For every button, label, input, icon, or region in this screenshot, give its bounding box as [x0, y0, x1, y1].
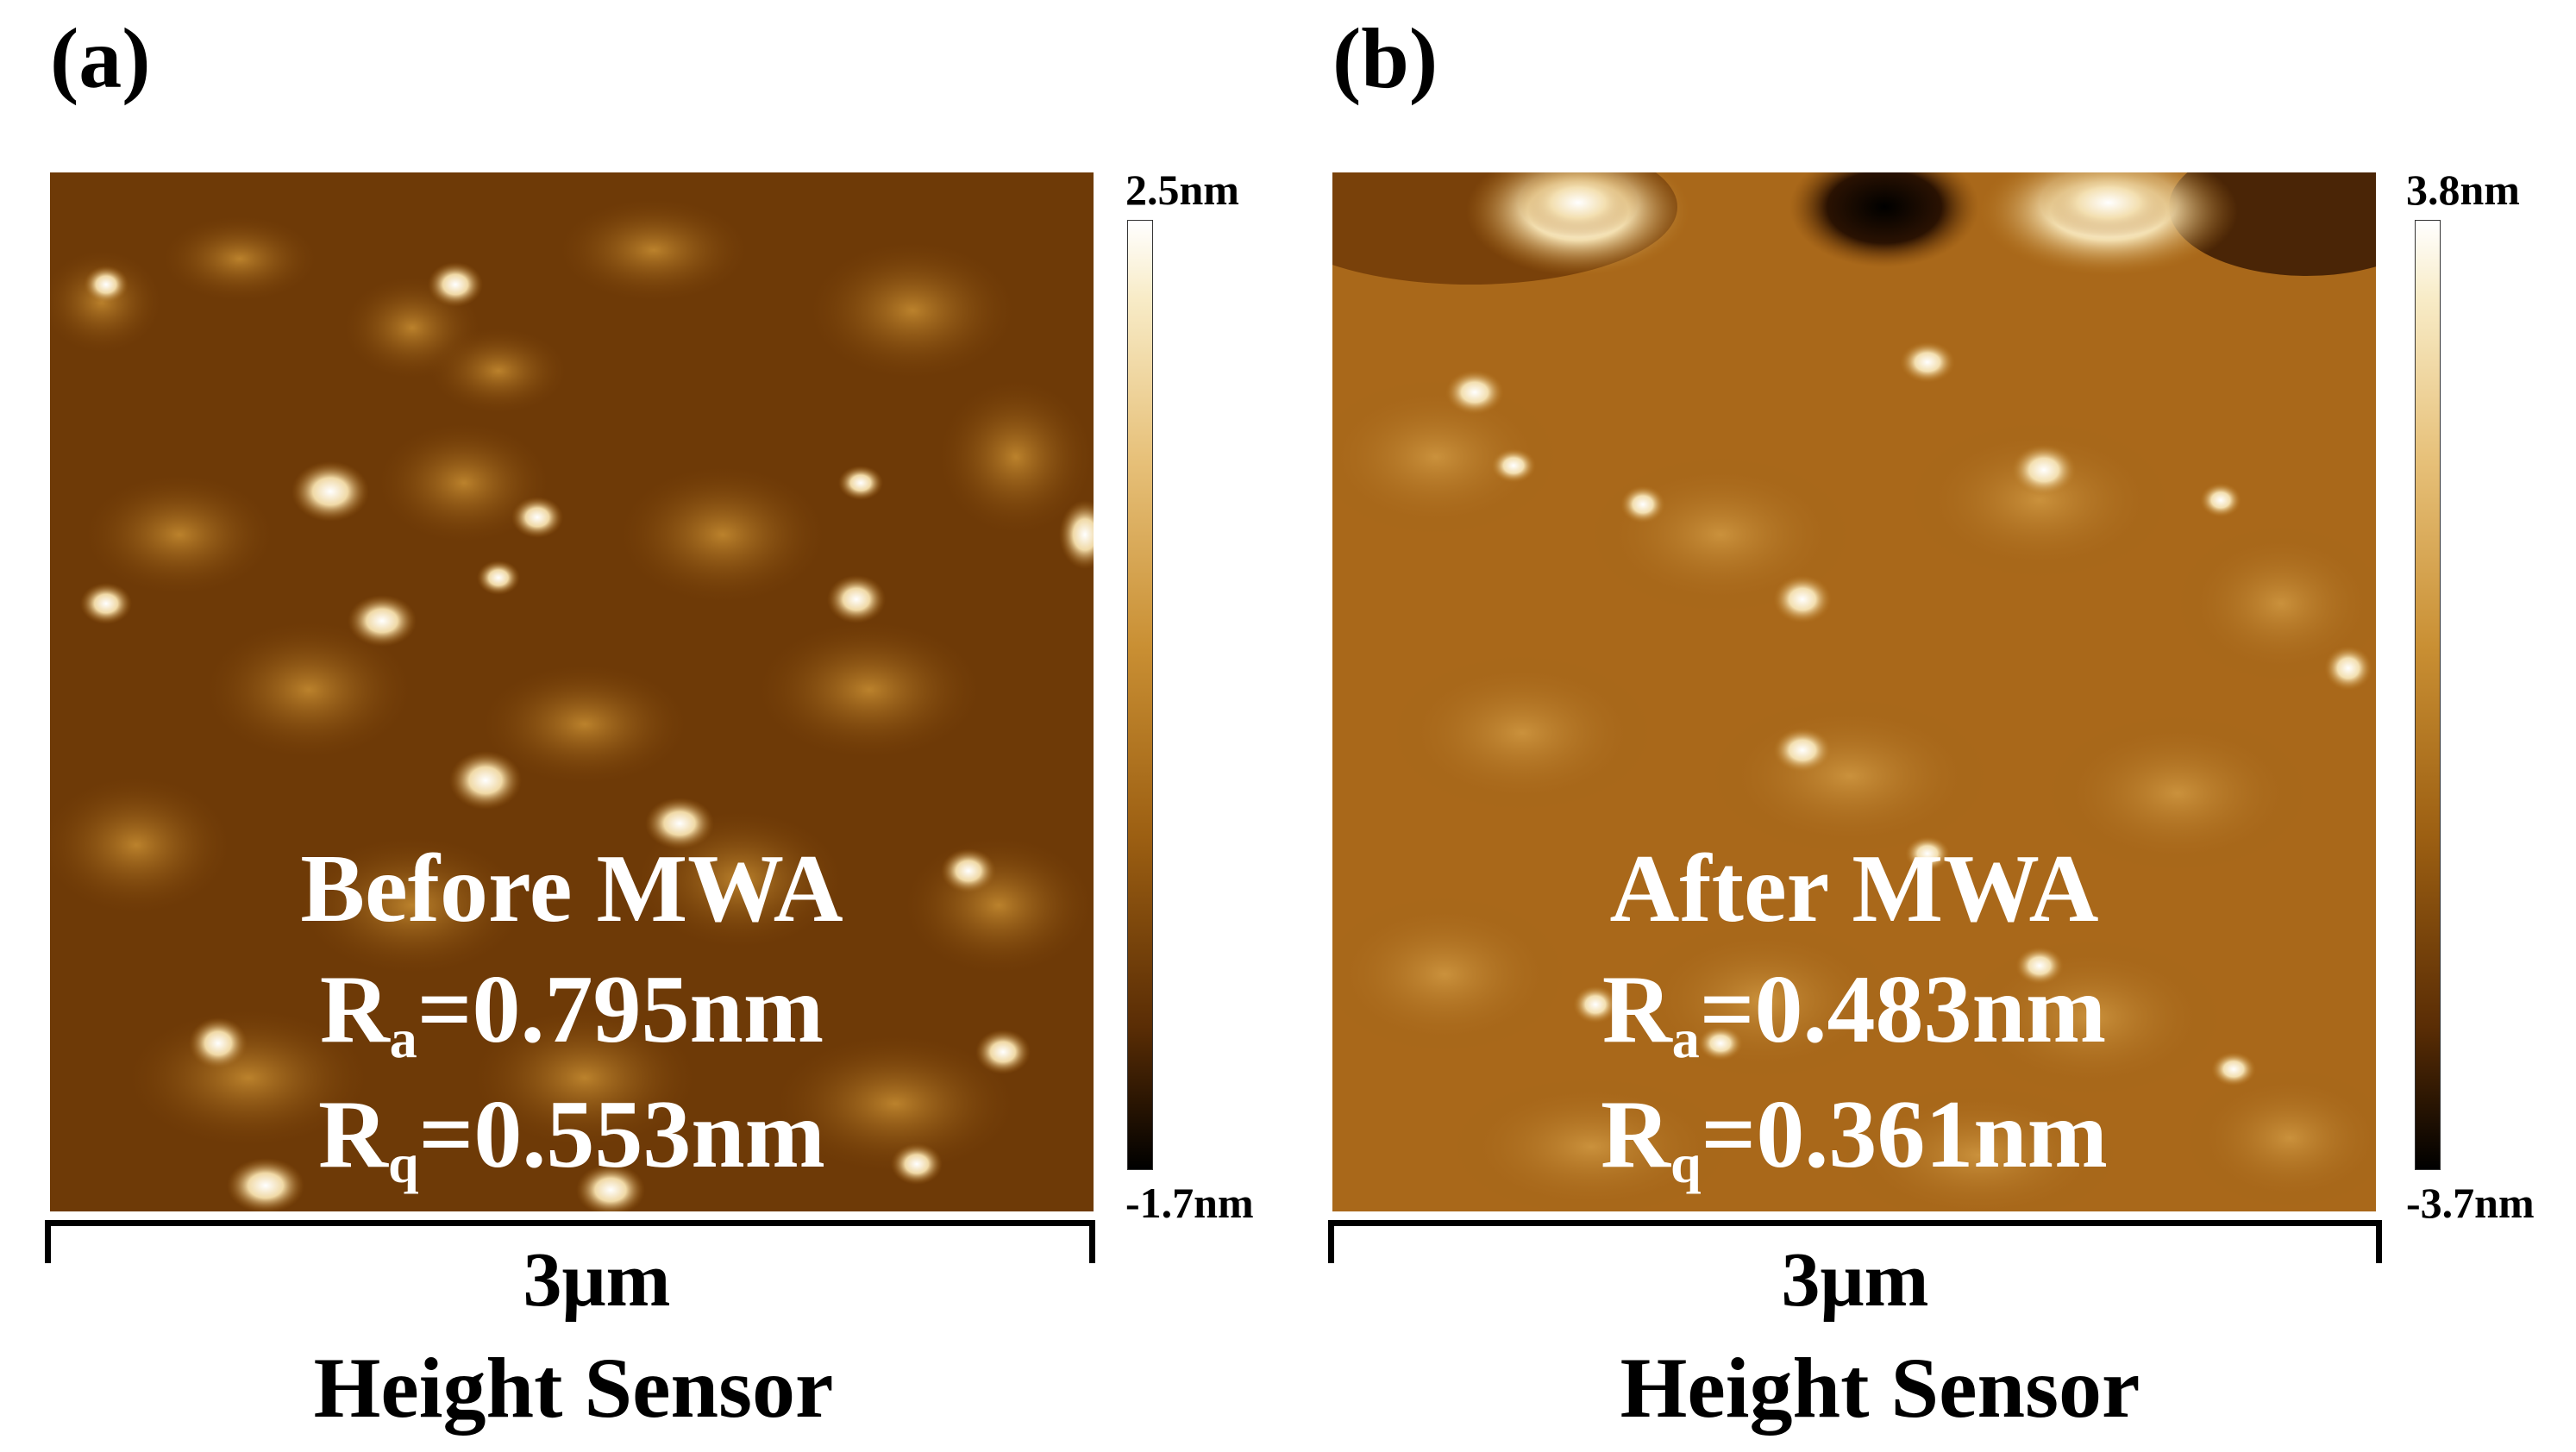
- panel-a-scalebar: [45, 1220, 1095, 1263]
- panel-a-rq: Rq=0.553nm: [50, 1086, 1094, 1192]
- panel-a-colorbar: [1127, 220, 1153, 1170]
- panel-a-ra-sub: a: [389, 1008, 417, 1069]
- panel-b-rq-sub: q: [1670, 1133, 1702, 1194]
- panel-a-ra: Ra=0.795nm: [50, 961, 1094, 1067]
- afm-surface-before: [50, 172, 1094, 1211]
- panel-b-title: After MWA: [1609, 836, 2099, 942]
- panel-a-rq-sub: q: [387, 1133, 419, 1194]
- panel-b-ra-sub: a: [1671, 1008, 1700, 1069]
- panel-a-colorbar-min: -1.7nm: [1125, 1179, 1254, 1227]
- afm-surface-after: [1332, 172, 2376, 1211]
- panel-b-rq-value: =0.361nm: [1701, 1081, 2108, 1188]
- panel-a-label: (a): [50, 10, 151, 106]
- panel-a-mode-label: Height Sensor: [313, 1340, 834, 1436]
- panel-b-label: (b): [1332, 10, 1438, 106]
- panel-b-mode-label: Height Sensor: [1620, 1340, 2140, 1436]
- panel-a-title: Before MWA: [300, 836, 843, 942]
- panel-b-colorbar: [2415, 220, 2441, 1170]
- panel-b-rq-prefix: R: [1601, 1081, 1670, 1188]
- panel-b-rq: Rq=0.361nm: [1332, 1086, 2376, 1192]
- panel-b-colorbar-max: 3.8nm: [2406, 166, 2520, 214]
- panel-b-ra-prefix: R: [1601, 956, 1672, 1063]
- panel-a-rq-value: =0.553nm: [418, 1081, 825, 1188]
- afm-image-after: After MWA Ra=0.483nm Rq=0.361nm: [1332, 172, 2376, 1211]
- panel-b-ra: Ra=0.483nm: [1332, 961, 2376, 1067]
- panel-a-rq-prefix: R: [318, 1081, 388, 1188]
- panel-b-colorbar-min: -3.7nm: [2406, 1179, 2535, 1227]
- panel-a-ra-value: =0.795nm: [417, 956, 824, 1063]
- panel-b-scale-label: 3μm: [1781, 1237, 1929, 1323]
- panel-a-colorbar-max: 2.5nm: [1125, 166, 1239, 214]
- panel-a-scale-label: 3μm: [523, 1237, 671, 1323]
- panel-b-ra-value: =0.483nm: [1699, 956, 2107, 1063]
- panel-b-scalebar: [1328, 1220, 2382, 1263]
- afm-image-before: Before MWA Ra=0.795nm Rq=0.553nm: [50, 172, 1094, 1211]
- panel-a-ra-prefix: R: [319, 956, 390, 1063]
